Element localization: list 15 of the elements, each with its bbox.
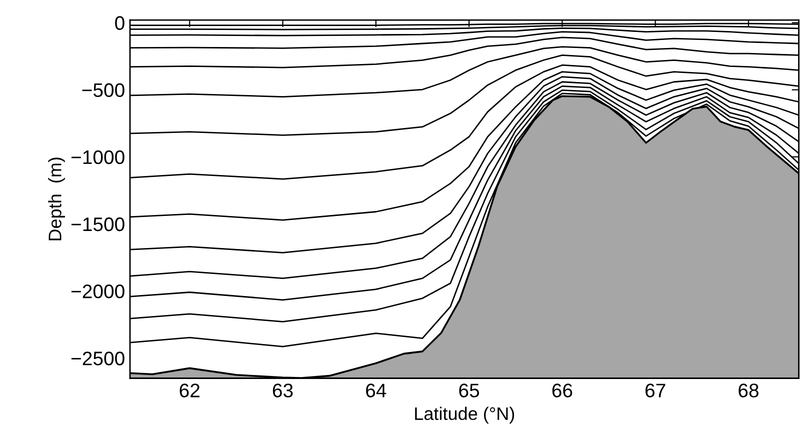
y-tick-label: −2000 xyxy=(71,284,124,298)
x-tick-label: 66 xyxy=(552,384,572,398)
x-tick-label: 67 xyxy=(646,384,666,398)
x-tick-label: 63 xyxy=(272,384,293,398)
y-tick-label: 0 xyxy=(115,16,124,30)
y-axis-title: Depth (m) xyxy=(48,158,65,240)
x-tick-label: 64 xyxy=(366,384,386,398)
x-tick-label: 65 xyxy=(459,384,480,398)
y-tick-label: −1000 xyxy=(71,150,124,164)
x-tick-label: 62 xyxy=(180,384,200,398)
x-axis-title: Latitude (°N) xyxy=(415,406,514,424)
y-tick-label: −500 xyxy=(82,83,124,98)
y-tick-label: −1500 xyxy=(71,217,124,232)
y-tick-label: −2500 xyxy=(71,352,124,366)
x-tick-label: 68 xyxy=(738,384,758,398)
